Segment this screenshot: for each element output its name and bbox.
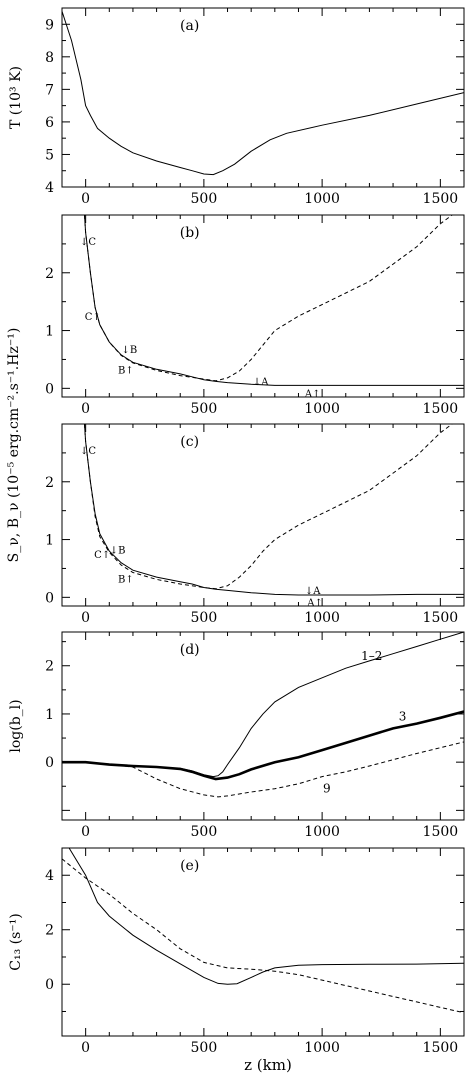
x-tick-label: 1500 [423, 401, 459, 417]
y-tick-label: 1 [45, 533, 54, 549]
y-axis-label: T (10³ K) [8, 66, 24, 129]
y-tick-label: 0 [45, 381, 54, 397]
panel-label: (b) [180, 225, 200, 241]
x-tick-label: 0 [81, 824, 90, 840]
point-marker-label: C↑ [85, 312, 101, 323]
x-tick-label: 1500 [423, 1040, 459, 1056]
curve-label: 1–2 [361, 649, 382, 663]
panel-3: 0 500 1000 1500 0 1 2 (c) ↓C C↑ ↓B B↑ ↓AA↑ [45, 423, 465, 626]
panel-2: 0 500 1000 1500 0 1 2 (b) ↓C C↑ ↓B B↑ ↓A A↑ [45, 214, 465, 417]
point-marker-label: ↓A [253, 377, 269, 388]
panel-frame [61, 423, 465, 607]
x-tick-label: 0 [81, 1040, 90, 1056]
y-tick-label: 6 [45, 115, 54, 131]
y-tick-label: 2 [45, 266, 54, 282]
panel-label: (c) [180, 434, 199, 450]
curve-label: 9 [323, 782, 331, 796]
y-axis-label: log(b_l) [8, 699, 24, 752]
y-tick-label: 2 [45, 659, 54, 675]
x-tick-label: 0 [81, 401, 90, 417]
x-tick-label: 1000 [304, 401, 340, 417]
panel-label: (a) [180, 18, 199, 34]
y-tick-label: 0 [45, 755, 54, 771]
panel-label: (e) [180, 858, 199, 874]
series-line-2 [84, 215, 453, 382]
y-tick-label: 0 [45, 977, 54, 993]
x-tick-label: 1500 [423, 824, 459, 840]
y-tick-label: 7 [45, 82, 54, 98]
x-tick-label: 500 [191, 824, 218, 840]
y-tick-label: 4 [45, 180, 54, 196]
y-tick-label: 9 [45, 17, 54, 33]
shared-y-axis-label: S_ν, B_ν (10⁻⁵ erg.cm⁻².s⁻¹.Hz⁻¹) [6, 328, 22, 563]
x-tick-label: 1000 [304, 610, 340, 626]
y-tick-label: 5 [45, 147, 54, 163]
point-marker-label: ↓C [80, 446, 96, 457]
point-marker-label: C↑ [94, 550, 110, 561]
panel-frame [61, 631, 465, 821]
panel-frame [61, 214, 465, 398]
x-tick-label: 1500 [423, 610, 459, 626]
y-axis-label: C₁₃ (s⁻¹) [8, 913, 24, 971]
point-marker-label: B↑ [118, 574, 134, 585]
y-tick-label: 4 [45, 868, 54, 884]
y-tick-label: 0 [45, 590, 54, 606]
panel-4: 0 500 1000 1500 0 1 2 (d) log(b_l) 1–2 3 9 [8, 631, 465, 840]
series-line-1 [68, 848, 464, 985]
y-tick-label: 8 [45, 50, 54, 66]
x-tick-label: 500 [191, 401, 218, 417]
series-line-1 [84, 424, 464, 596]
series-line-2 [62, 858, 464, 1014]
panel-frame [61, 847, 465, 1037]
panel-label: (d) [180, 642, 200, 658]
x-tick-label: 500 [191, 1040, 218, 1056]
x-tick-label: 1000 [304, 824, 340, 840]
x-tick-label: 0 [81, 610, 90, 626]
y-tick-label: 1 [45, 707, 54, 723]
x-tick-label: 500 [191, 191, 218, 207]
x-tick-label: 1500 [423, 191, 459, 207]
panel-1: 0 500 1000 1500 4 5 6 7 8 9 (a) T (10³ K) [8, 7, 465, 207]
series-line-2 [84, 424, 453, 590]
y-tick-label: 1 [45, 324, 54, 340]
panel-5: 0 500 1000 1500 0 2 4 (e) C₁₃ (s⁻¹) [8, 847, 465, 1056]
curve-label: 3 [399, 709, 407, 723]
panel-frame [61, 7, 465, 188]
point-marker-label: ↓C [80, 237, 96, 248]
point-marker-label: A↑ [306, 598, 323, 609]
y-tick-label: 2 [45, 475, 54, 491]
x-axis-label: z (km) [244, 1056, 292, 1074]
series-line-1 [84, 215, 464, 386]
point-marker-label: ↓A [305, 586, 321, 597]
x-tick-label: 500 [191, 610, 218, 626]
x-tick-label: 1000 [304, 191, 340, 207]
point-marker-label: B↑ [118, 365, 134, 376]
series-line-2 [62, 710, 464, 781]
series-line-3 [62, 741, 464, 798]
y-tick-label: 2 [45, 923, 54, 939]
point-marker-label: ↓B [122, 345, 138, 356]
series-line-1 [62, 11, 464, 176]
point-marker-label: ↓B [110, 545, 126, 556]
point-marker-label: A↑ [304, 389, 321, 400]
series-line-1 [62, 632, 464, 778]
x-tick-label: 0 [81, 191, 90, 207]
x-tick-label: 1000 [304, 1040, 340, 1056]
